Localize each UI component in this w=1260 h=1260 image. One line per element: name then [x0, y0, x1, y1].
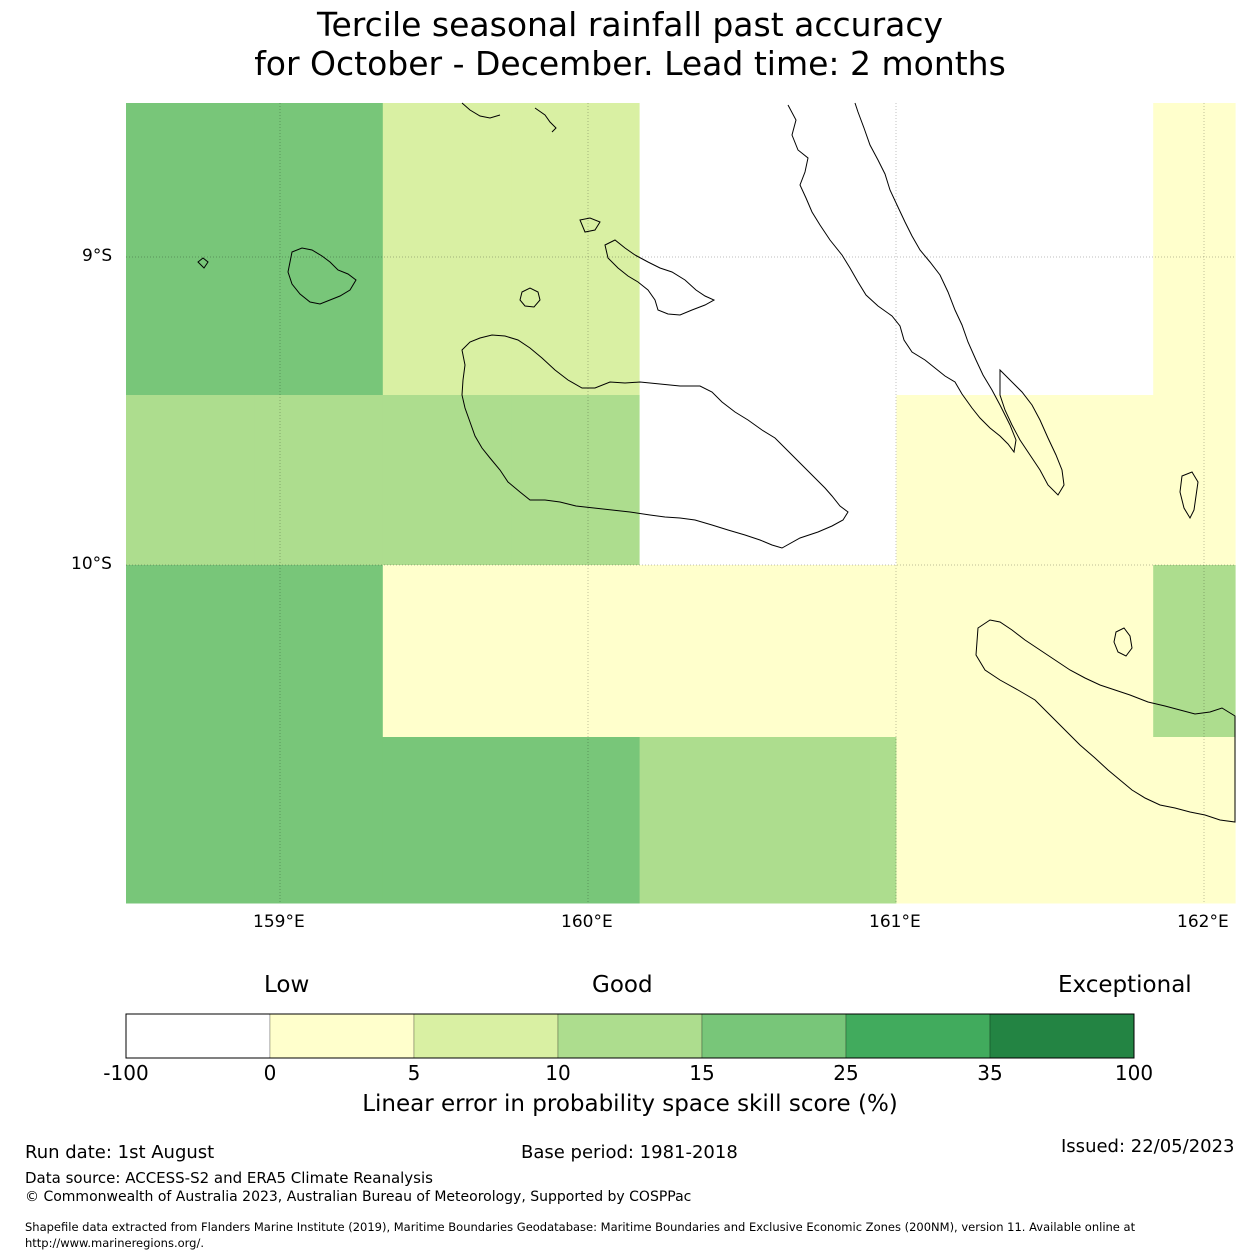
colorbar-tick: 25	[833, 1061, 859, 1085]
colorbar-label-good: Good	[592, 972, 653, 998]
grid-cell	[1024, 395, 1154, 566]
colorbar-tick: 10	[545, 1061, 571, 1085]
coastline-malaita	[787, 102, 1017, 454]
base-period: Base period: 1981-2018	[521, 1142, 738, 1163]
colorbar-swatch	[989, 1013, 1135, 1059]
grid-cell	[382, 103, 512, 396]
coastline-guadalcanal	[461, 334, 849, 549]
grid-cell	[896, 565, 1026, 738]
grid-cell	[126, 103, 255, 396]
lat-label-10s: 10°S	[71, 554, 112, 574]
lon-label-160e: 160°E	[561, 912, 613, 932]
coastlines	[197, 102, 1236, 823]
grid-cell	[768, 737, 897, 904]
colorbar-border	[125, 1013, 1135, 1059]
coastline-islet-ne2	[534, 107, 557, 133]
lon-label-162e: 162°E	[1177, 912, 1229, 932]
colorbar-axis-label: Linear error in probability space skill …	[362, 1091, 898, 1117]
grid-cell	[1024, 737, 1154, 904]
colorbar-swatch	[413, 1013, 559, 1059]
grid-cell	[639, 565, 769, 738]
coastline-islet-w	[197, 257, 209, 269]
data-source: Data source: ACCESS-S2 and ERA5 Climate …	[25, 1169, 433, 1187]
shapefile-credit-line1: Shapefile data extracted from Flanders M…	[25, 1220, 1136, 1234]
colorbar-swatch	[701, 1013, 847, 1059]
grid-cell	[254, 395, 384, 566]
coastline-makira	[975, 619, 1236, 823]
colorbar-swatch	[845, 1013, 991, 1059]
colorbar-swatch	[557, 1013, 703, 1059]
skill-grid	[126, 103, 1236, 904]
graticule	[126, 103, 1235, 903]
coastline-uki	[1179, 471, 1199, 520]
coastline-south-malaita	[999, 368, 1065, 496]
colorbar-tick: 5	[407, 1061, 421, 1085]
coastline-ulawa	[1113, 627, 1133, 657]
grid-cell	[768, 395, 897, 566]
map-title-line1: Tercile seasonal rainfall past accuracy	[316, 5, 944, 44]
lat-label-9s: 9°S	[82, 246, 113, 266]
grid-cell	[1153, 395, 1236, 566]
colorbar-label-exceptional: Exceptional	[1058, 972, 1192, 998]
grid-cell	[768, 565, 897, 738]
grid-cell	[896, 103, 1026, 396]
colorbar-tick: 35	[977, 1061, 1003, 1085]
grid-cell	[639, 737, 769, 904]
colorbar-tick: 0	[263, 1061, 277, 1085]
coastline-islet-ne	[461, 102, 501, 119]
coastline-savo	[519, 287, 541, 308]
grid-cell	[1024, 565, 1154, 738]
colorbar-tick: 100	[1114, 1061, 1154, 1085]
grid-cell	[126, 737, 255, 904]
grid-cell	[511, 565, 641, 738]
lon-label-161e: 161°E	[869, 912, 921, 932]
grid-cell	[1153, 103, 1236, 396]
grid-cell	[382, 395, 512, 566]
grid-cell	[126, 565, 255, 738]
grid-cell	[896, 395, 1026, 566]
grid-cell	[511, 103, 641, 396]
grid-cell	[254, 565, 384, 738]
grid-cell	[254, 103, 384, 396]
grid-cell	[1153, 565, 1236, 738]
grid-cell	[382, 565, 512, 738]
coastline-florida-islands	[604, 239, 716, 316]
run-date: Run date: 1st August	[25, 1142, 215, 1163]
colorbar-swatch	[125, 1013, 271, 1059]
grid-cell	[768, 103, 897, 396]
shapefile-credit-line2: http://www.marineregions.org/.	[25, 1236, 204, 1250]
colorbar-label-low: Low	[264, 972, 310, 998]
grid-cell	[126, 395, 255, 566]
coastline-islet-n	[579, 217, 601, 233]
grid-cell	[896, 737, 1026, 904]
grid-cell	[254, 737, 384, 904]
issued-date: Issued: 22/05/2023	[1061, 1136, 1235, 1157]
grid-cell	[639, 103, 769, 396]
colorbar	[125, 1013, 1135, 1059]
coastline-russell-islands	[287, 247, 357, 305]
grid-cell	[511, 395, 641, 566]
grid-cell	[382, 737, 512, 904]
colorbar-swatches	[125, 1013, 1135, 1059]
map-canvas	[126, 102, 1236, 904]
grid-cell	[511, 737, 641, 904]
grid-cell	[1024, 103, 1154, 396]
colorbar-tick: 15	[689, 1061, 715, 1085]
colorbar-tick: -100	[103, 1061, 149, 1085]
map-title-line2: for October - December. Lead time: 2 mon…	[254, 44, 1006, 83]
lon-label-159e: 159°E	[253, 912, 305, 932]
grid-cell	[639, 395, 769, 566]
copyright: © Commonwealth of Australia 2023, Austra…	[25, 1189, 692, 1205]
colorbar-swatch	[269, 1013, 415, 1059]
